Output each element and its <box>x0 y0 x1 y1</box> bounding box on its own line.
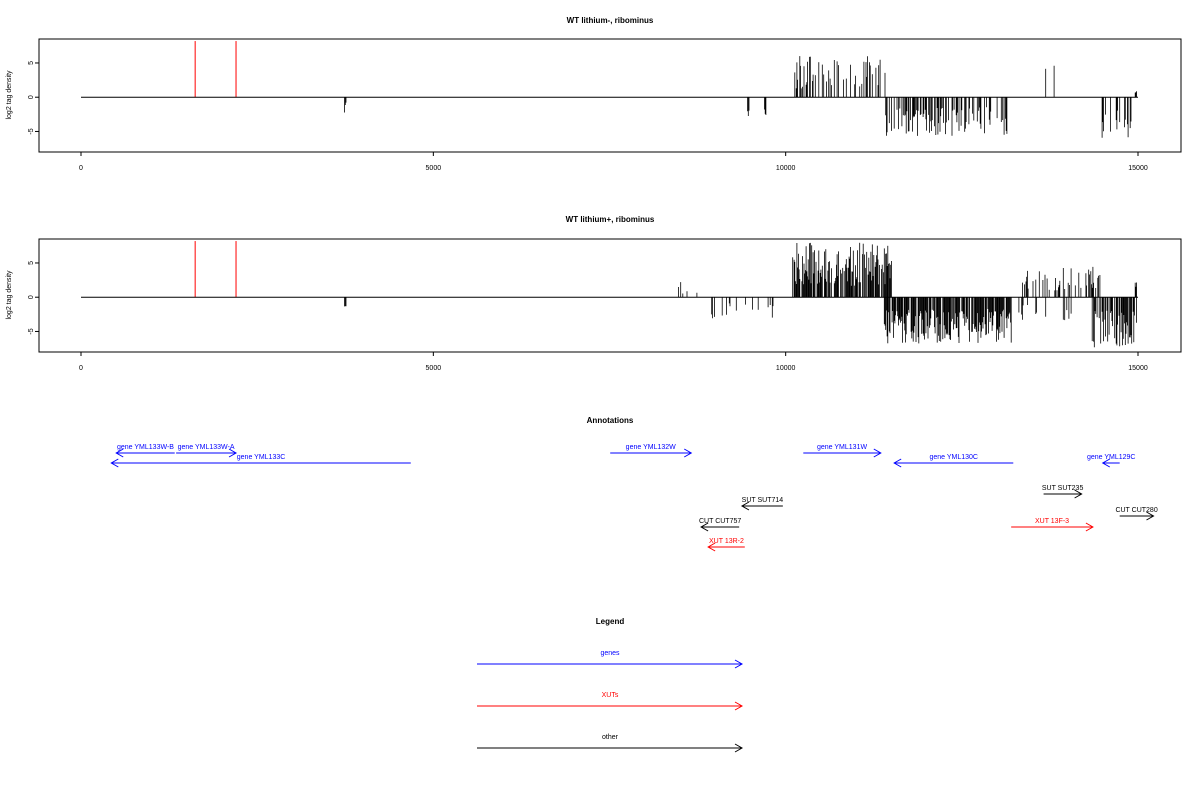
annotation-label: CUT CUT757 <box>699 518 741 525</box>
annotation-label: gene YML131W <box>817 444 867 451</box>
arrow-head-icon <box>1146 511 1155 521</box>
arrow-head-icon <box>740 501 750 511</box>
annotation-label: SUT SUT235 <box>1042 485 1084 492</box>
annotation-label: XUT 13F-3 <box>1035 518 1069 525</box>
axes: 0 5000 10000 15000 -5 0 5 <box>28 261 1148 372</box>
annotation-label: CUT CUT280 <box>1115 507 1157 514</box>
arrow-head-icon <box>734 701 744 711</box>
annotation-label: SUT SUT714 <box>742 497 784 504</box>
y-tick-label: 5 <box>28 61 35 65</box>
legend-label: genes <box>600 650 620 657</box>
legend-title: Legend <box>596 617 625 626</box>
y-tick-label: 0 <box>28 295 35 299</box>
y-axis-label: log2 tag density <box>6 270 13 320</box>
y-tick-label: -5 <box>28 328 35 334</box>
x-tick-label: 5000 <box>426 165 442 172</box>
annotation-label: gene YML130C <box>929 454 978 461</box>
axes: 0 5000 10000 15000 -5 0 5 <box>28 61 1148 172</box>
x-tick-label: 5000 <box>426 365 442 372</box>
arrow-head-icon <box>110 458 119 468</box>
chart-title: WT lithium+, ribominus <box>566 215 655 224</box>
x-tick-label: 0 <box>79 365 83 372</box>
legend-label: other <box>602 734 619 741</box>
legend: Legend genes XUTs other <box>477 617 744 753</box>
arrow-head-icon <box>893 458 902 468</box>
annotation-label: XUT 13R-2 <box>709 538 744 545</box>
y-tick-label: 5 <box>28 261 35 265</box>
annotation-label: gene YML132W <box>626 444 676 451</box>
legend-label: XUTs <box>602 692 619 699</box>
arrow-head-icon <box>683 448 693 458</box>
x-tick-label: 10000 <box>776 165 796 172</box>
chart-title: WT lithium-, ribominus <box>567 16 654 25</box>
plot-frame <box>38 38 1182 153</box>
data-marks <box>81 41 1138 138</box>
annotations-title: Annotations <box>587 416 634 425</box>
annotations-panel: Annotations gene YML133W-B gene YML133W-A… <box>110 416 1158 552</box>
arrow-head-icon <box>707 542 716 552</box>
data-marks <box>81 241 1138 348</box>
x-tick-label: 15000 <box>1128 365 1148 372</box>
y-axis-label: log2 tag density <box>6 70 13 120</box>
arrow-head-icon <box>700 522 709 532</box>
arrow-head-icon <box>115 448 124 458</box>
arrow-head-icon <box>873 448 882 458</box>
legend-items: genes XUTs other <box>477 650 744 753</box>
annotation-label: gene YML129C <box>1087 454 1136 461</box>
arrow-head-icon <box>734 743 744 753</box>
y-tick-label: -5 <box>28 128 35 134</box>
x-tick-label: 0 <box>79 165 83 172</box>
arrow-head-icon <box>228 448 238 458</box>
x-tick-label: 10000 <box>776 365 796 372</box>
annotation-label: gene YML133W-B <box>117 444 174 451</box>
arrow-head-icon <box>1085 522 1094 532</box>
y-tick-label: 0 <box>28 95 35 99</box>
annotation-label: gene YML133C <box>237 454 286 461</box>
plot-frame <box>38 238 1182 353</box>
chart-panel-lithium-plus: WT lithium+, ribominus log2 tag density … <box>6 215 1182 372</box>
annotation-label: gene YML133W-A <box>178 444 235 451</box>
x-tick-label: 15000 <box>1128 165 1148 172</box>
arrow-head-icon <box>1101 458 1111 468</box>
arrow-head-icon <box>1074 489 1083 499</box>
chart-panel-lithium-minus: WT lithium-, ribominus log2 tag density … <box>6 16 1182 172</box>
arrow-head-icon <box>734 659 744 669</box>
